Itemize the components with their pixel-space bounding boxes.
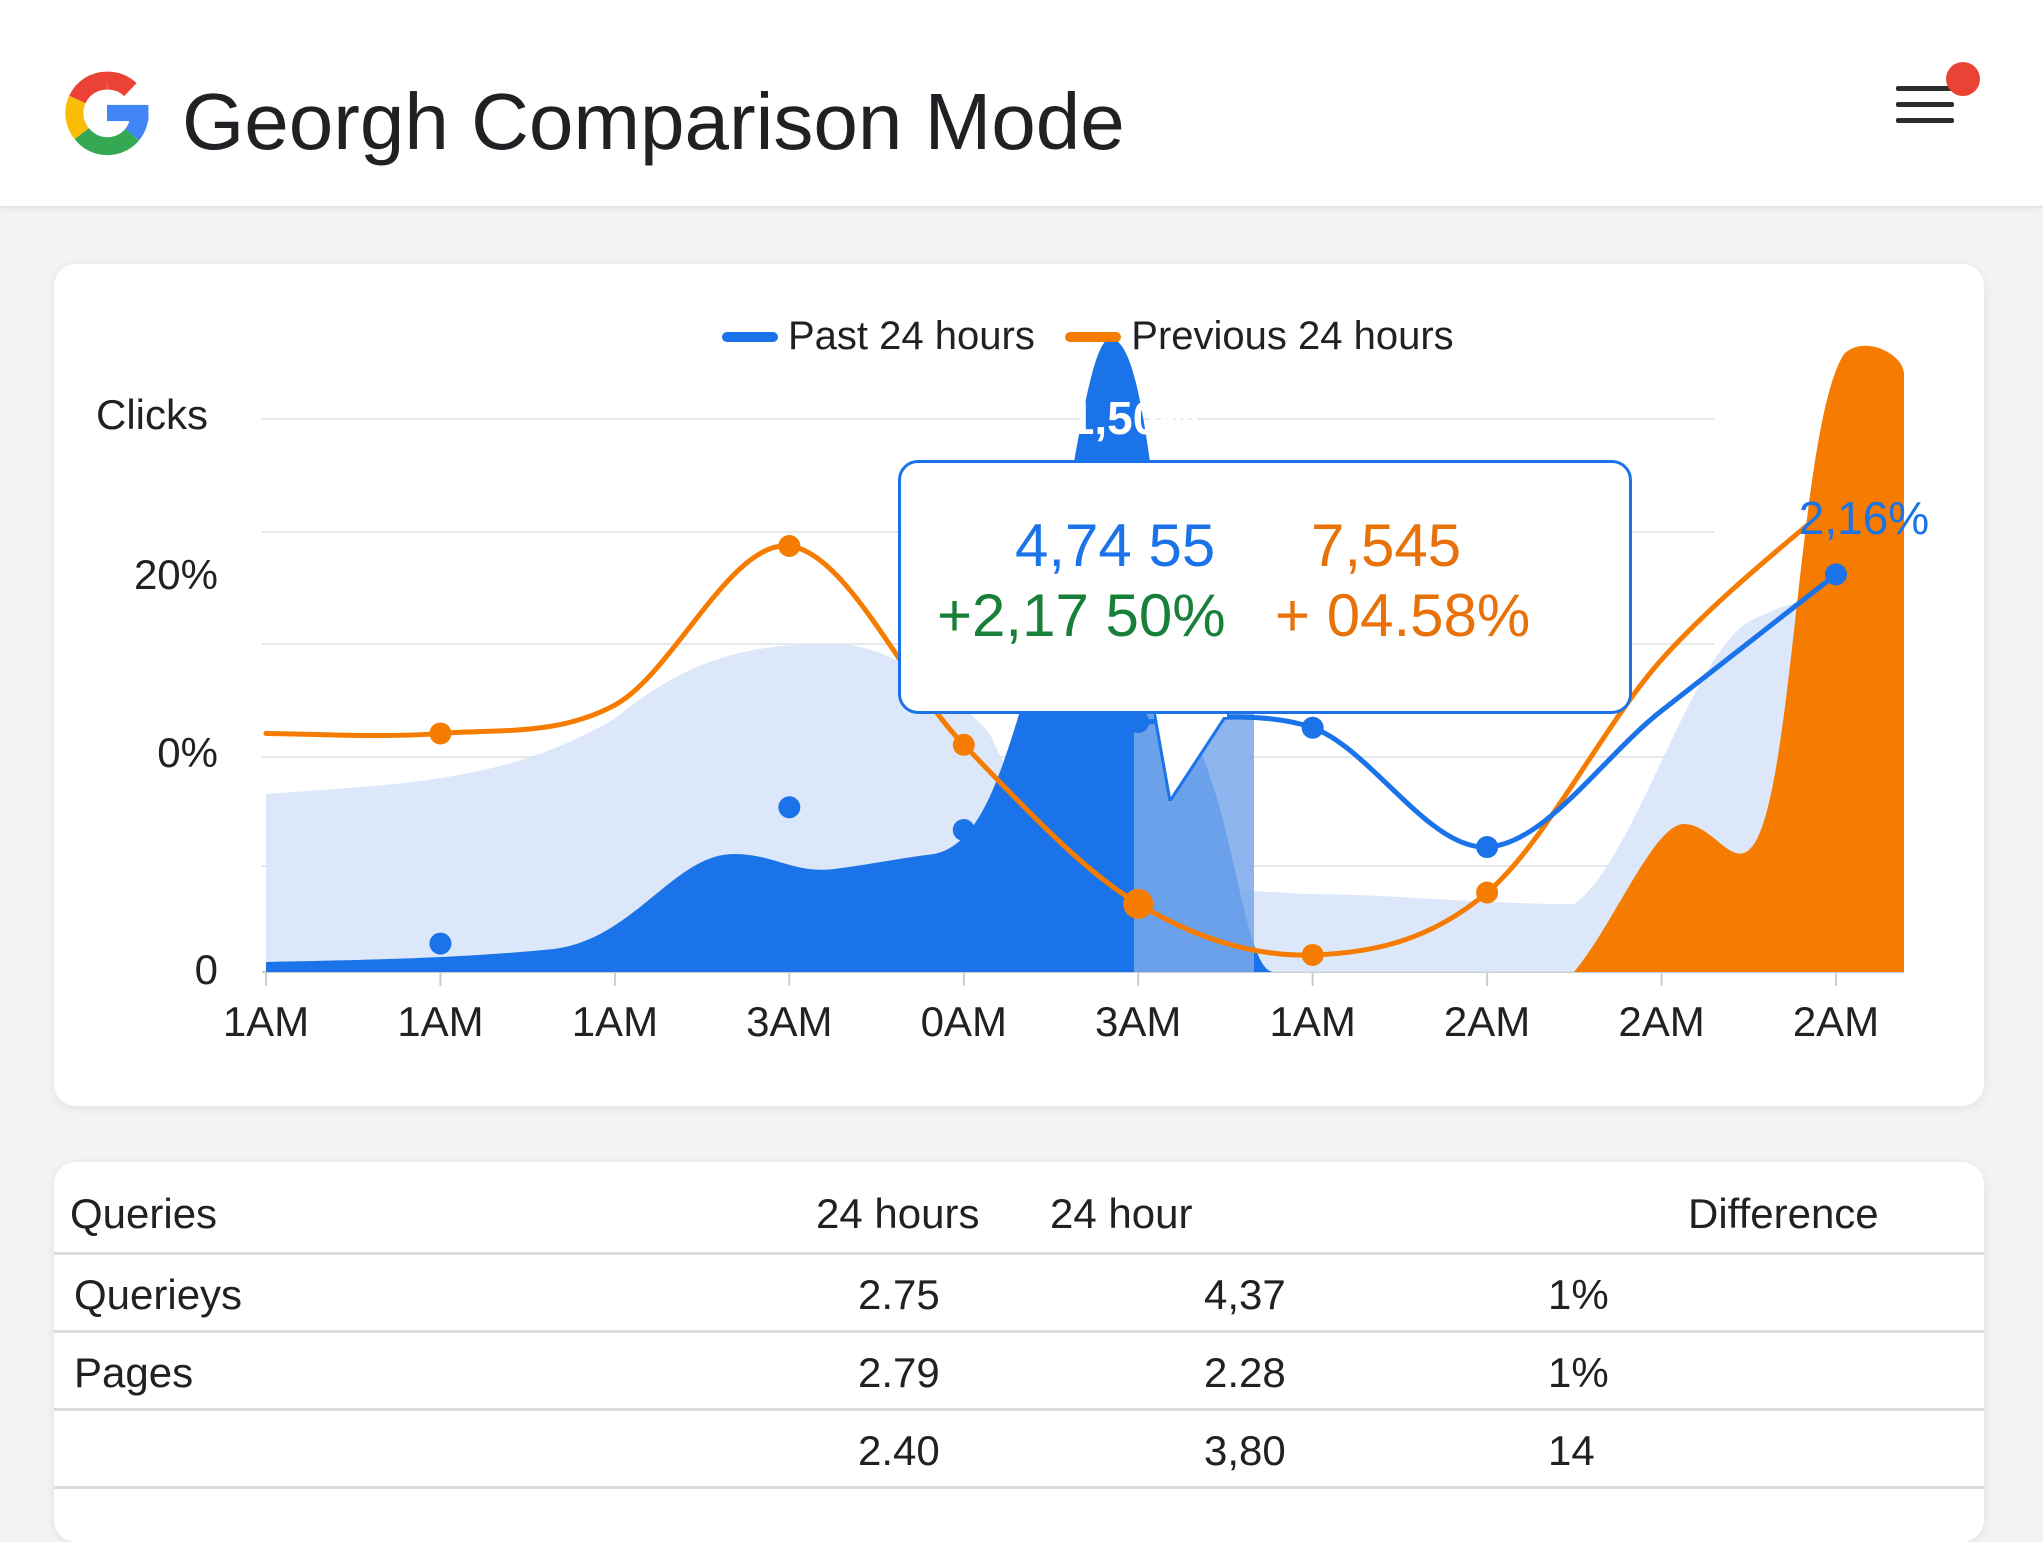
- table-row[interactable]: 2.40 3,80 14: [54, 1411, 1984, 1489]
- row-previous: 2.28: [1204, 1349, 1286, 1396]
- tooltip-current-value: 4,74 55: [1015, 512, 1216, 579]
- table-header-difference[interactable]: Difference: [1688, 1190, 1879, 1237]
- right-callout-label: 2,16%: [1799, 492, 1929, 544]
- chart-legend: Past 24 hours Previous 24 hours: [722, 314, 1480, 358]
- peak-callout-label: 1,50%: [1069, 392, 1199, 444]
- x-tick-label: 3AM: [1095, 998, 1181, 1045]
- row-difference: 1%: [1548, 1349, 1609, 1396]
- legend-label: Previous 24 hours: [1131, 314, 1454, 358]
- past-data-point: [429, 932, 452, 955]
- past-data-point: [778, 796, 801, 819]
- previous-data-point: [1476, 881, 1499, 904]
- tooltip-previous-value: 7,545: [1311, 512, 1462, 579]
- previous-data-point: [1301, 943, 1324, 966]
- chart-card: Clicks 20% 0% 0 1AM 1AM 1AM 3AM 0AM 3AM 1AM 2AM 2AM 2…: [54, 264, 1984, 1106]
- tooltip-previous-change: + 04.58%: [1275, 582, 1531, 649]
- previous-data-point: [778, 535, 801, 557]
- notification-dot: [1946, 62, 1980, 96]
- app-header: Georgh Comparison Mode: [0, 0, 2043, 208]
- comparison-tooltip: 4,74 55 +2,17 50% 7,545 + 04.58%: [898, 460, 1632, 714]
- menu-line: [1896, 102, 1954, 107]
- previous-data-point: [1123, 888, 1154, 919]
- past-peak-area: [266, 338, 1274, 972]
- x-tick-label: 1AM: [1269, 998, 1355, 1045]
- legend-swatch-past: [722, 331, 778, 342]
- row-difference: 1%: [1548, 1271, 1609, 1318]
- row-current: 2.40: [858, 1427, 940, 1474]
- table-header-row: Queries 24 hours 24 hour Difference: [54, 1162, 1984, 1255]
- y-tick-label: 0: [195, 946, 218, 993]
- x-tick-label: 2AM: [1444, 998, 1530, 1045]
- x-tick-label: 1AM: [223, 998, 309, 1045]
- legend-item-past[interactable]: Past 24 hours: [722, 314, 1035, 359]
- x-tick-label: 2AM: [1793, 998, 1879, 1045]
- menu-button[interactable]: [1888, 60, 1988, 140]
- y-tick-label: 20%: [134, 551, 218, 598]
- x-tick-label: 3AM: [746, 998, 832, 1045]
- menu-line: [1896, 86, 1954, 91]
- google-logo-icon: [65, 71, 149, 156]
- previous-data-point: [429, 722, 452, 745]
- x-tick-label: 2AM: [1618, 998, 1704, 1045]
- previous-data-point: [952, 733, 975, 756]
- legend-item-previous[interactable]: Previous 24 hours: [1065, 314, 1454, 359]
- row-current: 2.79: [858, 1349, 940, 1396]
- table-header-current[interactable]: 24 hours: [816, 1190, 980, 1237]
- menu-line: [1896, 118, 1954, 123]
- table-header-queries[interactable]: Queries: [70, 1190, 218, 1237]
- legend-label: Past 24 hours: [788, 314, 1035, 358]
- table-row[interactable]: Querieys 2.75 4,37 1%: [54, 1255, 1984, 1333]
- previous-data-point: [1825, 489, 1847, 512]
- table-row[interactable]: Pages 2.79 2.28 1%: [54, 1333, 1984, 1411]
- row-label: Pages: [74, 1349, 194, 1396]
- previous-series-line: [263, 498, 1839, 958]
- previous-spike-area: [1574, 345, 1904, 973]
- table-header-previous[interactable]: 24 hour: [1050, 1190, 1193, 1237]
- tooltip-current-change: +2,17 50%: [937, 582, 1226, 649]
- x-tick-label: 0AM: [921, 998, 1007, 1045]
- x-tick-label: 1AM: [572, 998, 658, 1045]
- legend-swatch-previous: [1065, 331, 1122, 342]
- past-series-line-right: [1135, 571, 1839, 850]
- x-tick-label: 1AM: [397, 998, 483, 1045]
- past-data-point: [952, 819, 975, 841]
- y-axis-title: Clicks: [96, 391, 208, 438]
- row-label: Querieys: [74, 1271, 243, 1318]
- previous-range-band: [266, 594, 1836, 972]
- y-tick-label: 0%: [157, 729, 218, 776]
- row-difference: 14: [1548, 1427, 1595, 1474]
- row-current: 2.75: [858, 1271, 940, 1318]
- row-previous: 3,80: [1204, 1427, 1286, 1474]
- app-title: Georgh Comparison Mode: [182, 77, 1125, 166]
- row-previous: 4,37: [1204, 1271, 1286, 1318]
- tooltip-pointer: [1154, 711, 1231, 801]
- queries-table: Queries 24 hours 24 hour Difference Quer…: [54, 1162, 1984, 1542]
